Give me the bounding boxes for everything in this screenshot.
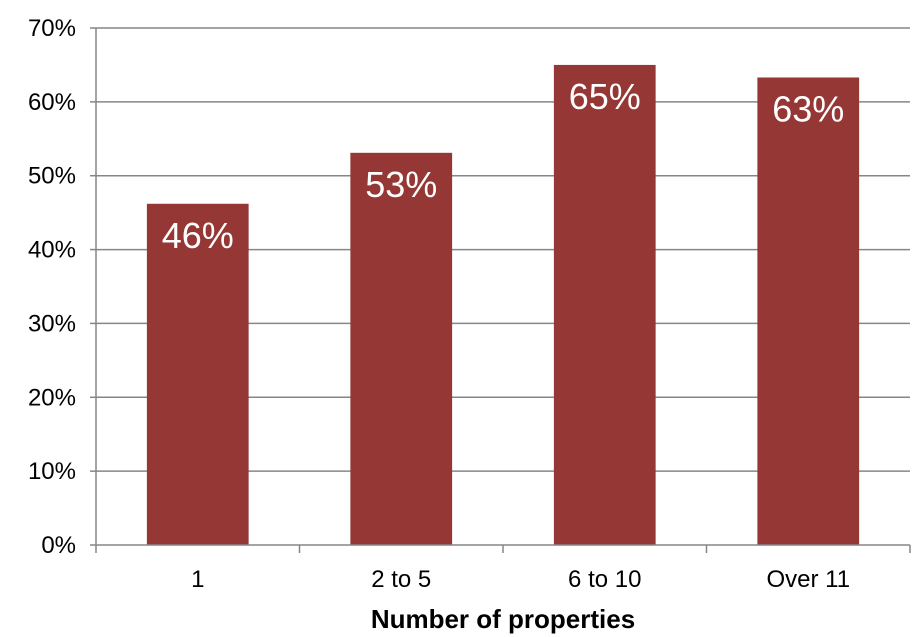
bar-1 (146, 203, 249, 545)
bars (146, 64, 860, 545)
y-tick-label: 50% (28, 163, 76, 190)
x-tick-label: 1 (191, 566, 204, 593)
y-tick-label: 70% (28, 15, 76, 42)
axes: 0% 10% 20% 30% 40% 50% 60% 70% 1 2 to 5 6 to 10 Ove… (28, 15, 911, 593)
x-tick-label: 2 to 5 (371, 566, 431, 593)
x-tick-label: Over 11 (766, 566, 850, 593)
bar-6-to-10 (553, 64, 656, 545)
data-label: 65% (569, 76, 641, 117)
y-tick-label: 40% (28, 237, 76, 264)
y-tick-label: 60% (28, 89, 76, 116)
y-tick-label: 30% (28, 310, 76, 337)
x-axis-title: Number of properties (371, 604, 635, 634)
y-tick-label: 10% (28, 458, 76, 485)
data-label: 46% (162, 215, 234, 256)
y-tick-label: 20% (28, 384, 76, 411)
x-tick-label: 6 to 10 (568, 566, 641, 593)
data-label: 53% (365, 164, 437, 205)
y-tick-label: 0% (41, 532, 76, 559)
data-label: 63% (772, 88, 844, 129)
bar-over-11 (757, 77, 860, 545)
bar-2-to-5 (350, 152, 453, 545)
data-labels: 46% 53% 65% 63% (162, 76, 845, 256)
